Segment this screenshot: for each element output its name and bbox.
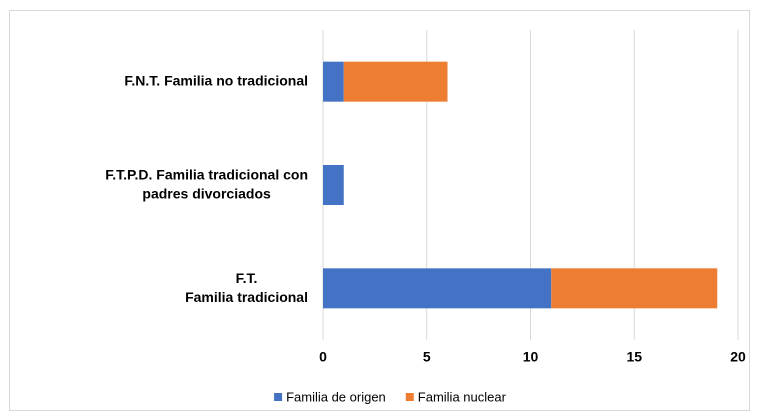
- legend: Familia de origen Familia nuclear: [274, 389, 507, 404]
- legend-label: Familia de origen: [286, 389, 386, 404]
- x-tick-label: 10: [523, 349, 539, 365]
- x-tick-label: 5: [423, 349, 431, 365]
- x-tick-label: 20: [730, 349, 746, 365]
- legend-swatch: [405, 393, 414, 401]
- bar: [551, 268, 718, 309]
- category-label: F.T. Familia tradicional: [185, 270, 308, 305]
- x-tick-label: 0: [319, 349, 327, 365]
- bar: [343, 61, 448, 102]
- category-label: F.T.P.D. Familia tradicional con padres d…: [105, 166, 308, 201]
- x-tick-label: 15: [626, 349, 642, 365]
- legend-swatch: [274, 393, 283, 401]
- legend-label: Familia nuclear: [418, 389, 507, 404]
- bar: [323, 165, 344, 205]
- category-label: F.N.T. Familia no tradicional: [124, 72, 308, 88]
- bar: [323, 268, 552, 309]
- bar: [323, 61, 344, 102]
